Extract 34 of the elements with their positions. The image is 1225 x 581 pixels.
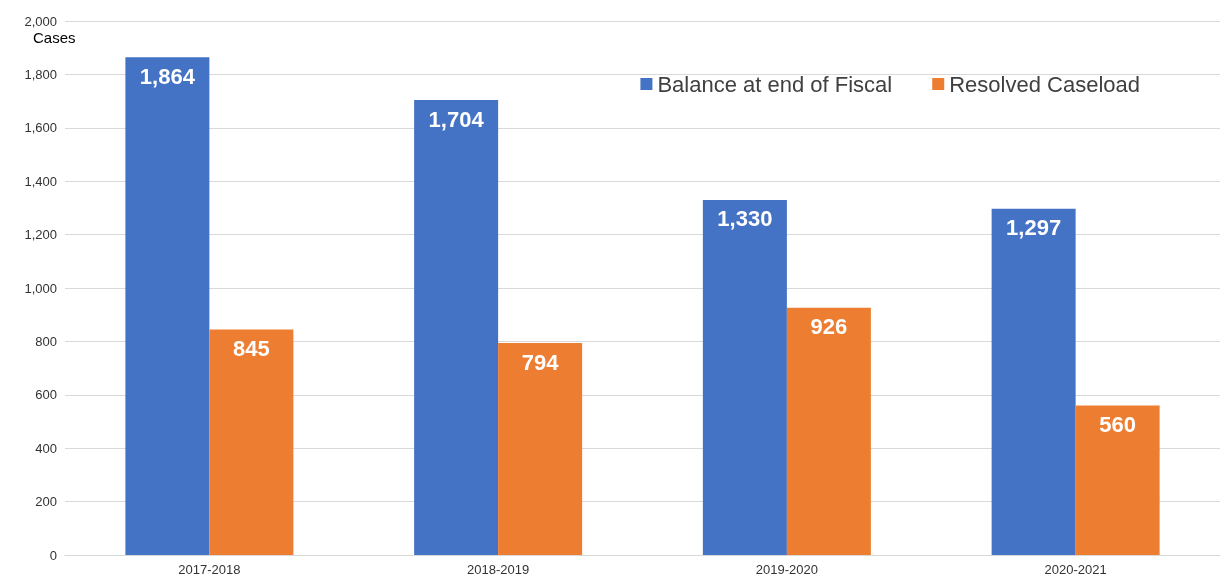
data-label: 1,864 bbox=[139, 63, 196, 89]
x-tick-label: 2018-2019 bbox=[467, 562, 530, 577]
y-tick-label: 1,000 bbox=[24, 280, 57, 296]
y-tick-label: 600 bbox=[35, 387, 57, 403]
bar bbox=[1075, 405, 1160, 555]
data-label: 926 bbox=[810, 314, 848, 340]
bar bbox=[786, 307, 871, 555]
y-tick-label: 800 bbox=[35, 333, 57, 349]
y-tick-label: 1,600 bbox=[24, 120, 57, 136]
y-tick-label: 1,800 bbox=[24, 66, 57, 82]
y-axis-title: Cases bbox=[33, 29, 76, 46]
data-label: 1,704 bbox=[428, 106, 485, 132]
y-tick-label: 400 bbox=[35, 440, 57, 456]
bar bbox=[498, 343, 583, 555]
y-tick-label: 200 bbox=[35, 494, 57, 510]
bar bbox=[702, 199, 787, 555]
x-tick-label: 2017-2018 bbox=[178, 562, 241, 577]
y-tick-label: 2,000 bbox=[24, 13, 57, 29]
y-tick-label: 0 bbox=[49, 547, 57, 563]
data-label: 1,330 bbox=[717, 206, 773, 232]
y-tick-label: 1,400 bbox=[24, 173, 57, 189]
data-label: 1,297 bbox=[1006, 215, 1062, 241]
bar bbox=[209, 329, 294, 555]
x-tick-label: 2020-2021 bbox=[1044, 562, 1107, 577]
legend-label: Resolved Caseload bbox=[949, 71, 1140, 97]
bar bbox=[991, 208, 1076, 555]
bar bbox=[125, 57, 210, 555]
data-label: 845 bbox=[233, 335, 270, 361]
legend-label: Balance at end of Fiscal bbox=[657, 71, 893, 97]
data-label: 560 bbox=[1099, 411, 1136, 437]
x-tick-label: 2019-2020 bbox=[755, 562, 818, 577]
y-tick-label: 1,200 bbox=[24, 227, 57, 243]
bar bbox=[414, 100, 499, 555]
data-label: 794 bbox=[521, 349, 560, 375]
